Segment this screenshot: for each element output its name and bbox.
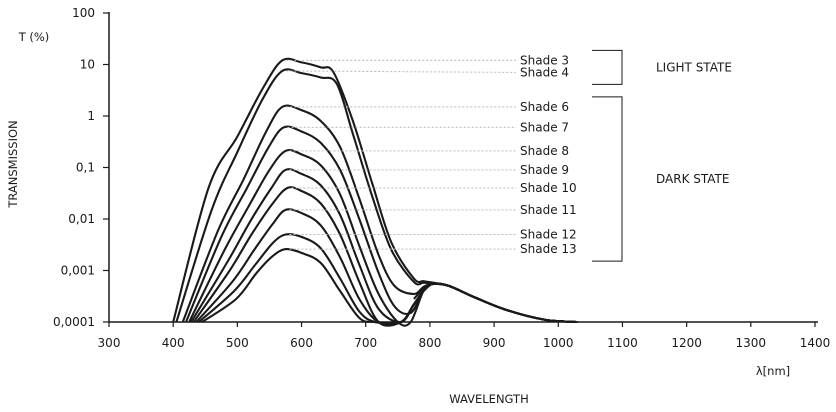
x-tick-label: 1100 [607, 336, 638, 350]
y-tick-label: 0,01 [68, 212, 95, 226]
y-tick-label: 1 [87, 109, 95, 123]
y-tick-label: 100 [72, 6, 95, 20]
y-tick-label: 10 [80, 58, 95, 72]
series-label: Shade 13 [520, 242, 577, 256]
group-label: DARK STATE [656, 172, 729, 186]
group-bracket [592, 96, 623, 262]
x-tick-label: 1300 [736, 336, 767, 350]
series-line-shade-3 [172, 57, 578, 324]
x-unit-label: λ[nm] [756, 364, 790, 378]
x-tick-label: 400 [162, 336, 185, 350]
series-label: Shade 12 [520, 228, 577, 242]
y-tick-label: 0,1 [76, 161, 95, 175]
x-tick-label: 800 [418, 336, 441, 350]
series-label: Shade 7 [520, 120, 569, 134]
x-tick-label: 1400 [800, 336, 831, 350]
group-bracket [592, 49, 623, 85]
x-tick-label: 300 [98, 336, 121, 350]
y-tick-label: 0,001 [61, 264, 95, 278]
series-label: Shade 8 [520, 144, 569, 158]
x-tick-label: 1200 [671, 336, 702, 350]
y-axis-title: TRANSMISSION [6, 120, 20, 208]
axes-layer [108, 12, 818, 323]
series-label: Shade 10 [520, 181, 577, 195]
series-label: Shade 3 [520, 53, 569, 67]
y-ticks-layer: 0,0001 0,001 0,01 0,1 1 10 100 [53, 6, 109, 329]
series-label: Shade 11 [520, 203, 577, 217]
group-label: LIGHT STATE [656, 60, 732, 74]
y-tick-label: 0,0001 [53, 315, 95, 329]
leader-lines-layer [286, 59, 517, 250]
series-label: Shade 9 [520, 163, 569, 177]
x-tick-label: 1000 [543, 336, 574, 350]
x-axis-title: WAVELENGTH [449, 392, 528, 406]
x-tick-label: 600 [290, 336, 313, 350]
x-tick-label: 500 [226, 336, 249, 350]
x-tick-label: 900 [483, 336, 506, 350]
x-ticks-layer: 300 400 500 600 700 800 900 1000 1100 1200 1300 140… [98, 322, 831, 350]
curves-layer [172, 57, 578, 327]
series-label: Shade 6 [520, 100, 569, 114]
x-tick-label: 700 [354, 336, 377, 350]
group-brackets-layer: LIGHT STATE DARK STATE [592, 49, 732, 262]
leader-line [286, 70, 517, 73]
series-label: Shade 4 [520, 65, 569, 79]
series-line-shade-6 [181, 104, 578, 324]
common-tail-line [413, 282, 578, 324]
y-unit-label: T (%) [18, 30, 50, 44]
